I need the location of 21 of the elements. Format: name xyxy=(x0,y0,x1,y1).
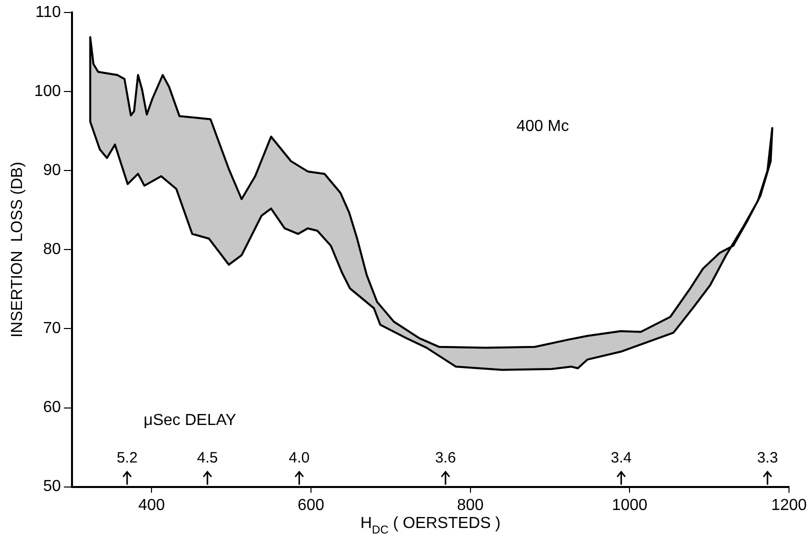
y-tick-label: 60 xyxy=(43,399,61,416)
annotation: 5.2 xyxy=(116,449,138,466)
annotation: 4.5 xyxy=(197,449,218,466)
y-tick-label: 80 xyxy=(43,241,61,258)
x-tick-label: 800 xyxy=(456,496,484,514)
annotation: 4.0 xyxy=(288,449,310,466)
y-axis-title: INSERTION LOSS (DB) xyxy=(9,162,26,338)
x-tick-label: 400 xyxy=(138,496,166,514)
annotation: μSec DELAY xyxy=(144,412,236,429)
annotation: 400 Mc xyxy=(516,118,569,135)
x-tick-label: 1200 xyxy=(771,496,807,514)
x-tick-label: 600 xyxy=(298,496,324,514)
x-tick-label: 1000 xyxy=(612,496,648,514)
y-tick-label: 50 xyxy=(43,478,61,496)
y-tick-label: 70 xyxy=(43,320,61,338)
y-tick-label: 110 xyxy=(35,4,61,22)
y-tick-label: 100 xyxy=(34,83,61,100)
annotation: 3.6 xyxy=(435,449,456,466)
annotation: 3.4 xyxy=(610,449,632,466)
annotation: 3.3 xyxy=(757,449,778,466)
y-tick-label: 90 xyxy=(43,162,61,180)
